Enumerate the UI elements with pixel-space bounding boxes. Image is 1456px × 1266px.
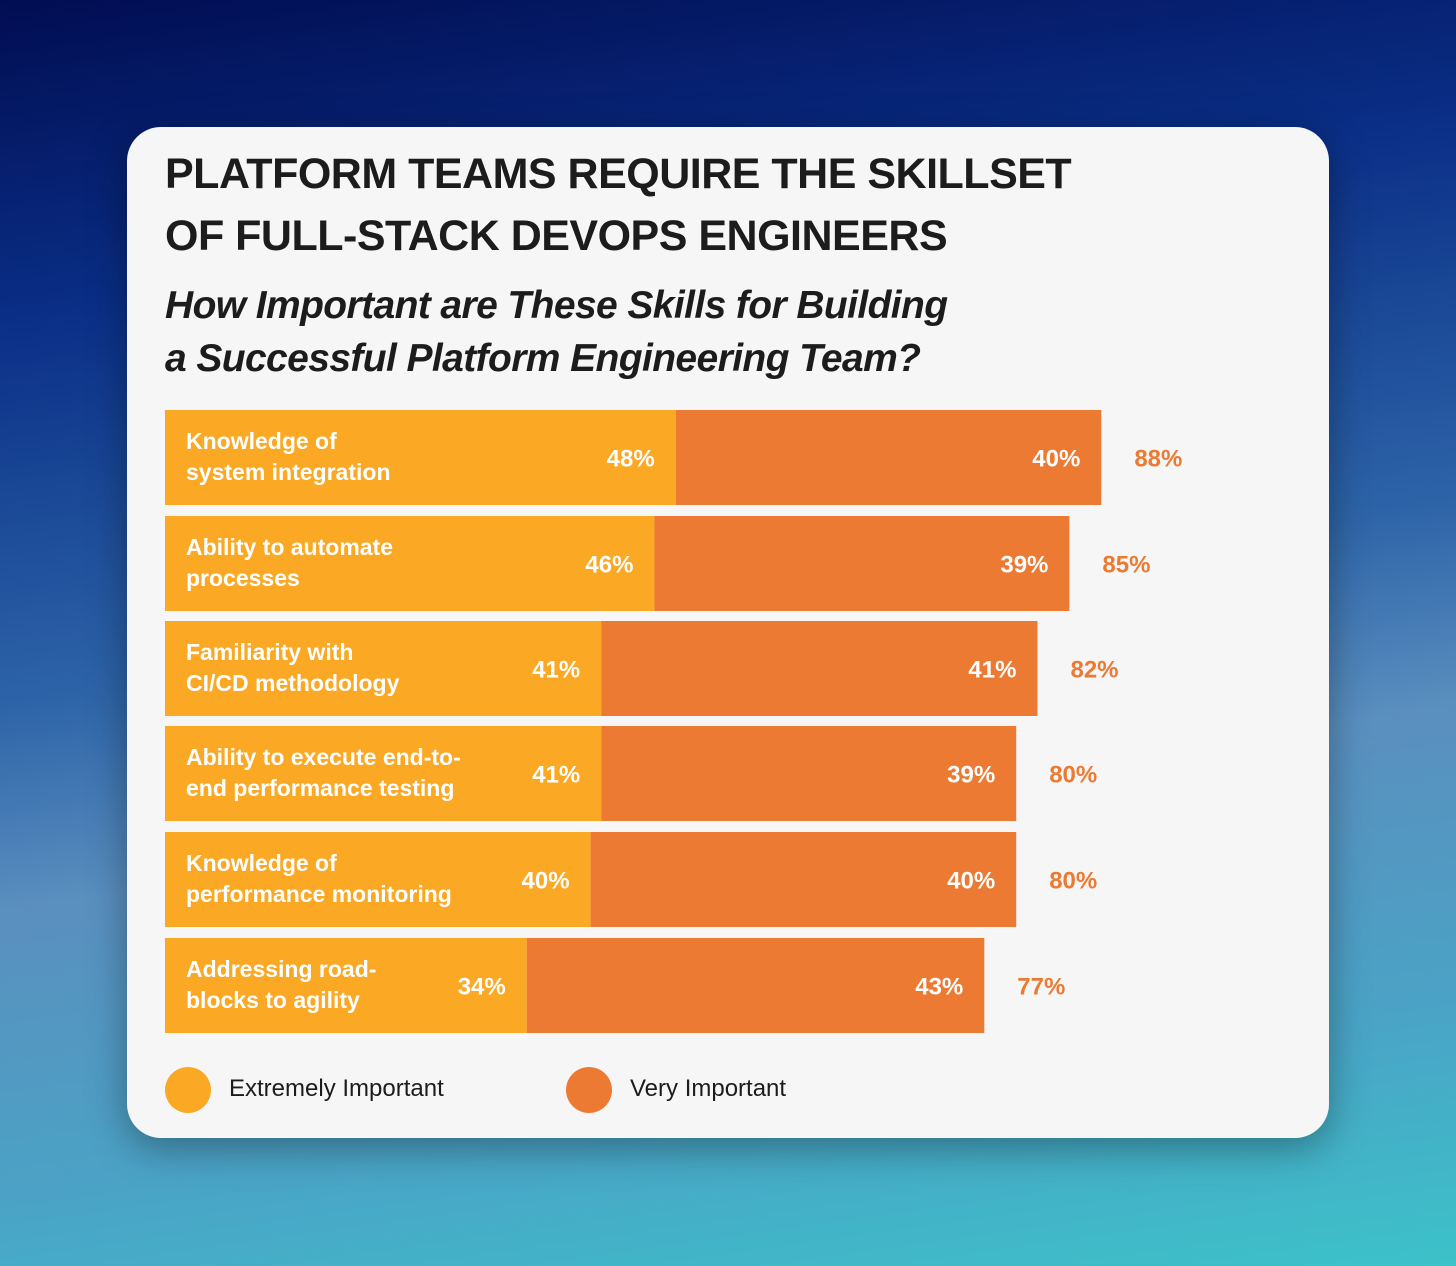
bar-value-label: 41% [532,762,580,789]
category-label: Addressing road- [186,956,376,982]
category-label: performance monitoring [186,881,452,907]
bar-value-label: 43% [915,974,963,1001]
bar-value-label: 48% [607,446,655,473]
bar-value-label: 46% [585,552,633,579]
chart-title: PLATFORM TEAMS REQUIRE THE SKILLSET OF F… [165,143,1165,267]
total-value-label: 80% [1049,762,1097,789]
bar-segment-extremely-important [165,410,676,505]
category-label: Familiarity with [186,639,353,665]
chart-subtitle-line: How Important are These Skills for Build… [165,284,948,327]
bar-segment-very-important [526,938,985,1033]
bar-segment-extremely-important [165,832,591,927]
bar-value-label: 34% [458,974,506,1001]
legend-label: Very Important [630,1075,787,1102]
total-value-label: 77% [1017,974,1065,1001]
category-label: CI/CD methodology [186,670,400,696]
bar-value-label: 40% [1032,446,1080,473]
chart-card: PLATFORM TEAMS REQUIRE THE SKILLSET OF F… [127,127,1329,1138]
total-value-label: 82% [1070,657,1118,684]
bar-segment-very-important [601,621,1038,716]
category-label: end performance testing [186,775,454,801]
legend-label: Extremely Important [229,1075,444,1102]
category-label: blocks to agility [186,987,360,1013]
bar-value-label: 39% [947,762,995,789]
total-value-label: 88% [1134,446,1182,473]
category-label: Ability to automate [186,534,393,560]
bar-value-label: 39% [1000,552,1048,579]
category-label: system integration [186,459,391,485]
chart-title-line: PLATFORM TEAMS REQUIRE THE SKILLSET [165,150,1072,198]
bar-segment-very-important [654,516,1070,611]
chart-title-line: OF FULL-STACK DEVOPS ENGINEERS [165,212,948,260]
bar-value-label: 41% [532,657,580,684]
total-value-label: 85% [1102,552,1150,579]
bar-segment-extremely-important [165,516,655,611]
bar-segment-extremely-important [165,621,602,716]
total-value-label: 80% [1049,868,1097,895]
category-label: Ability to execute end-to- [186,744,461,770]
stacked-bar-chart: 48% 40% Knowledge of system integration 88% 4… [165,410,1182,1033]
bar-value-label: 40% [947,868,995,895]
category-label: Knowledge of [186,850,337,876]
chart-subtitle: How Important are These Skills for Build… [165,279,1165,385]
category-label: processes [186,565,300,591]
category-label: Knowledge of [186,428,337,454]
bar-segment-extremely-important [165,938,527,1033]
legend-swatch-very-important [566,1067,612,1113]
legend-swatch-extremely-important [165,1067,211,1113]
bar-value-label: 40% [522,868,570,895]
bar-segment-very-important [675,410,1102,505]
chart-subtitle-line: a Successful Platform Engineering Team? [165,337,921,380]
bar-segment-very-important [601,726,1017,821]
bar-segment-very-important [590,832,1017,927]
bar-value-label: 41% [968,657,1016,684]
bar-segment-extremely-important [165,726,602,821]
